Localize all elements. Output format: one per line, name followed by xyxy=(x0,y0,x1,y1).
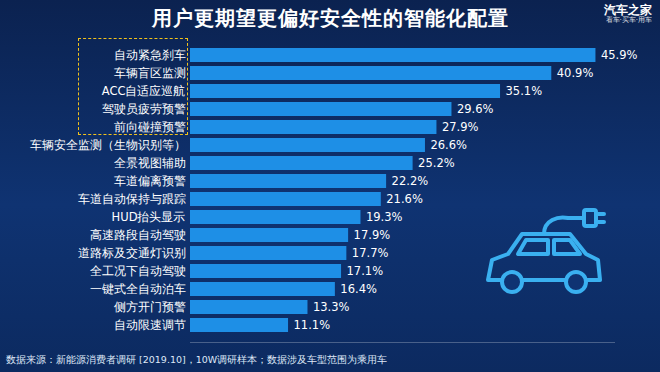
svg-text:22.2%: 22.2% xyxy=(392,174,429,188)
svg-text:17.7%: 17.7% xyxy=(352,246,389,260)
svg-text:29.6%: 29.6% xyxy=(457,102,494,116)
svg-text:26.6%: 26.6% xyxy=(430,138,467,152)
svg-text:21.6%: 21.6% xyxy=(386,192,423,206)
svg-text:全工况下自动驾驶: 全工况下自动驾驶 xyxy=(90,264,186,278)
html-text:看车·买车·用车: 看车·买车·用车 xyxy=(605,16,652,25)
svg-text:11.1%: 11.1% xyxy=(294,318,331,332)
html-text:汽车之家: 汽车之家 xyxy=(604,3,652,17)
svg-text:车辆安全监测（生物识别等）: 车辆安全监测（生物识别等） xyxy=(30,138,186,152)
svg-text:17.1%: 17.1% xyxy=(347,264,384,278)
svg-text:侧方开门预警: 侧方开门预警 xyxy=(114,300,186,314)
svg-text:40.9%: 40.9% xyxy=(557,66,594,80)
html-text:用户更期望更偏好安全性的智能化配置: 用户更期望更偏好安全性的智能化配置 xyxy=(151,6,509,30)
svg-text:高速路段自动驾驶: 高速路段自动驾驶 xyxy=(90,228,186,242)
svg-text:27.9%: 27.9% xyxy=(442,120,479,134)
svg-text:35.1%: 35.1% xyxy=(506,84,543,98)
svg-text:道路标及交通灯识别: 道路标及交通灯识别 xyxy=(78,246,186,260)
svg-text:自动紧急刹车: 自动紧急刹车 xyxy=(114,48,186,62)
svg-text:前向碰撞预警: 前向碰撞预警 xyxy=(114,120,186,134)
svg-text:自动限速调节: 自动限速调节 xyxy=(114,318,186,332)
svg-text:驾驶员疲劳预警: 驾驶员疲劳预警 xyxy=(102,102,186,116)
svg-text:HUD抬头显示: HUD抬头显示 xyxy=(112,210,186,224)
svg-text:ACC自适应巡航: ACC自适应巡航 xyxy=(102,84,186,98)
svg-text:一键式全自动泊车: 一键式全自动泊车 xyxy=(90,282,186,296)
svg-text:25.2%: 25.2% xyxy=(418,156,455,170)
svg-text:45.9%: 45.9% xyxy=(601,48,638,62)
svg-text:全景视图辅助: 全景视图辅助 xyxy=(114,156,186,170)
svg-text:16.4%: 16.4% xyxy=(340,282,377,296)
svg-text:19.3%: 19.3% xyxy=(366,210,403,224)
svg-text:车道偏离预警: 车道偏离预警 xyxy=(114,174,186,188)
svg-text:车辆盲区监测: 车辆盲区监测 xyxy=(114,66,186,80)
svg-text:13.3%: 13.3% xyxy=(313,300,350,314)
html-text:数据来源：新能源消费者调研 [2019.10]，10W调研样: 数据来源：新能源消费者调研 [2019.10]，10W调研样本；数据涉及车型范围… xyxy=(6,354,388,365)
svg-text:17.9%: 17.9% xyxy=(354,228,391,242)
svg-text:车道自动保持与跟踪: 车道自动保持与跟踪 xyxy=(78,192,186,206)
